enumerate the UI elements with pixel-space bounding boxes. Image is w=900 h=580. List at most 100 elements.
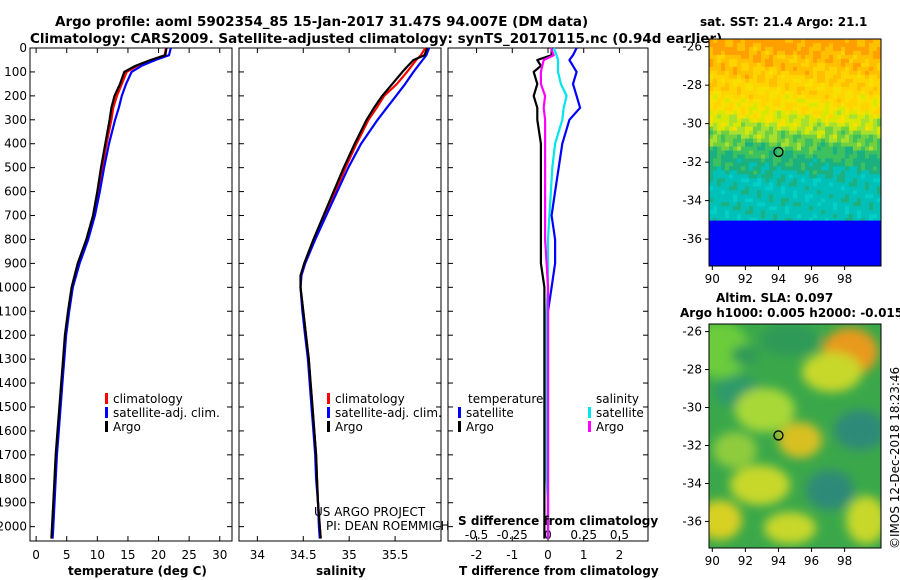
sst-cell xyxy=(773,126,778,131)
sst-cell xyxy=(825,206,830,211)
sst-cell xyxy=(733,42,738,48)
sst-cell xyxy=(813,138,818,143)
sst-cell xyxy=(757,126,762,131)
sst-cell xyxy=(753,82,758,88)
sst-cell xyxy=(785,186,790,191)
sst-cell xyxy=(849,210,854,215)
sst-cell xyxy=(877,114,882,120)
sst-cell xyxy=(829,154,834,159)
sst-cell xyxy=(861,78,866,84)
sst-cell xyxy=(737,118,742,124)
y-tick-label: 600 xyxy=(4,185,27,199)
sst-cell xyxy=(729,182,734,187)
sst-cell xyxy=(813,170,818,175)
sst-cell xyxy=(777,214,782,219)
sst-cell xyxy=(789,46,794,52)
sst-cell xyxy=(877,214,882,219)
sst-cell xyxy=(797,190,802,195)
sst-cell xyxy=(781,106,786,112)
sst-cell xyxy=(821,146,826,151)
temperature-axis-label: temperature (deg C) xyxy=(68,564,207,578)
sst-cell xyxy=(797,218,802,223)
sst-cell xyxy=(873,50,878,56)
sst-cell xyxy=(773,58,778,64)
sst-cell xyxy=(809,194,814,199)
sst-cell xyxy=(725,62,730,68)
sst-cell xyxy=(753,170,758,175)
sst-cell xyxy=(837,66,842,72)
sst-cell xyxy=(717,154,722,159)
sst-cell xyxy=(789,206,794,211)
sst-cell xyxy=(785,154,790,159)
sst-cell xyxy=(717,70,722,76)
sst-cell xyxy=(773,186,778,191)
sst-cell xyxy=(717,114,722,120)
sst-cell xyxy=(797,58,802,64)
sst-cell xyxy=(801,186,806,191)
sst-cell xyxy=(773,194,778,199)
sst-cell xyxy=(825,110,830,116)
sst-cell xyxy=(809,82,814,88)
argo-position-marker xyxy=(773,146,784,158)
sst-cell xyxy=(837,150,842,155)
sst-cell xyxy=(745,198,750,203)
sst-cell xyxy=(777,202,782,207)
sst-cell xyxy=(709,142,714,147)
sst-cell xyxy=(849,62,854,68)
sst-cell xyxy=(869,70,874,76)
sst-cell xyxy=(805,154,810,159)
sst-cell xyxy=(765,162,770,167)
sst-cell xyxy=(837,210,842,215)
sst-cell xyxy=(733,58,738,64)
sst-cell xyxy=(873,39,878,44)
sst-cell xyxy=(809,218,814,223)
sst-cell xyxy=(861,42,866,48)
t-diff-axis-label: T difference from climatology xyxy=(459,564,659,578)
sst-cell xyxy=(829,138,834,143)
sst-cell xyxy=(813,182,818,187)
sst-cell xyxy=(749,74,754,80)
sst-cell xyxy=(801,70,806,76)
sst-cell xyxy=(733,150,738,155)
sst-cell xyxy=(757,86,762,92)
sst-cell xyxy=(857,106,862,112)
sst-cell xyxy=(769,118,774,124)
sst-cell xyxy=(733,166,738,171)
map-y-tick-label: -36 xyxy=(682,232,702,246)
sst-cell xyxy=(741,118,746,124)
sst-cell xyxy=(757,90,762,96)
sst-cell xyxy=(749,90,754,96)
sst-cell xyxy=(873,158,878,163)
sst-cell xyxy=(817,150,822,155)
sst-cell xyxy=(833,78,838,84)
sst-cell xyxy=(797,126,802,131)
sst-cell xyxy=(845,182,850,187)
sst-cell xyxy=(825,58,830,64)
sst-cell xyxy=(877,150,882,155)
sst-cell xyxy=(813,198,818,203)
sst-cell xyxy=(801,46,806,52)
sst-cell xyxy=(853,182,858,187)
sst-cell xyxy=(757,142,762,147)
argo-position-marker xyxy=(773,430,784,441)
y-tick-label: 2000 xyxy=(0,520,27,534)
sst-cell xyxy=(845,78,850,84)
sst-cell xyxy=(869,138,874,143)
sst-cell xyxy=(789,150,794,155)
y-tick-label: 500 xyxy=(4,161,27,175)
sst-cell xyxy=(745,162,750,167)
sst-cell xyxy=(877,110,882,116)
sst-cell xyxy=(729,194,734,199)
sst-cell xyxy=(821,58,826,64)
sst-cell xyxy=(825,138,830,143)
sst-cell xyxy=(801,118,806,124)
sst-cell xyxy=(797,66,802,72)
sst-cell xyxy=(877,210,882,215)
sst-cell xyxy=(845,82,850,88)
sst-cell xyxy=(873,154,878,159)
sst-cell xyxy=(857,182,862,187)
sst-cell xyxy=(761,62,766,68)
sst-cell xyxy=(837,178,842,183)
sst-cell xyxy=(845,138,850,143)
sst-cell xyxy=(841,170,846,175)
